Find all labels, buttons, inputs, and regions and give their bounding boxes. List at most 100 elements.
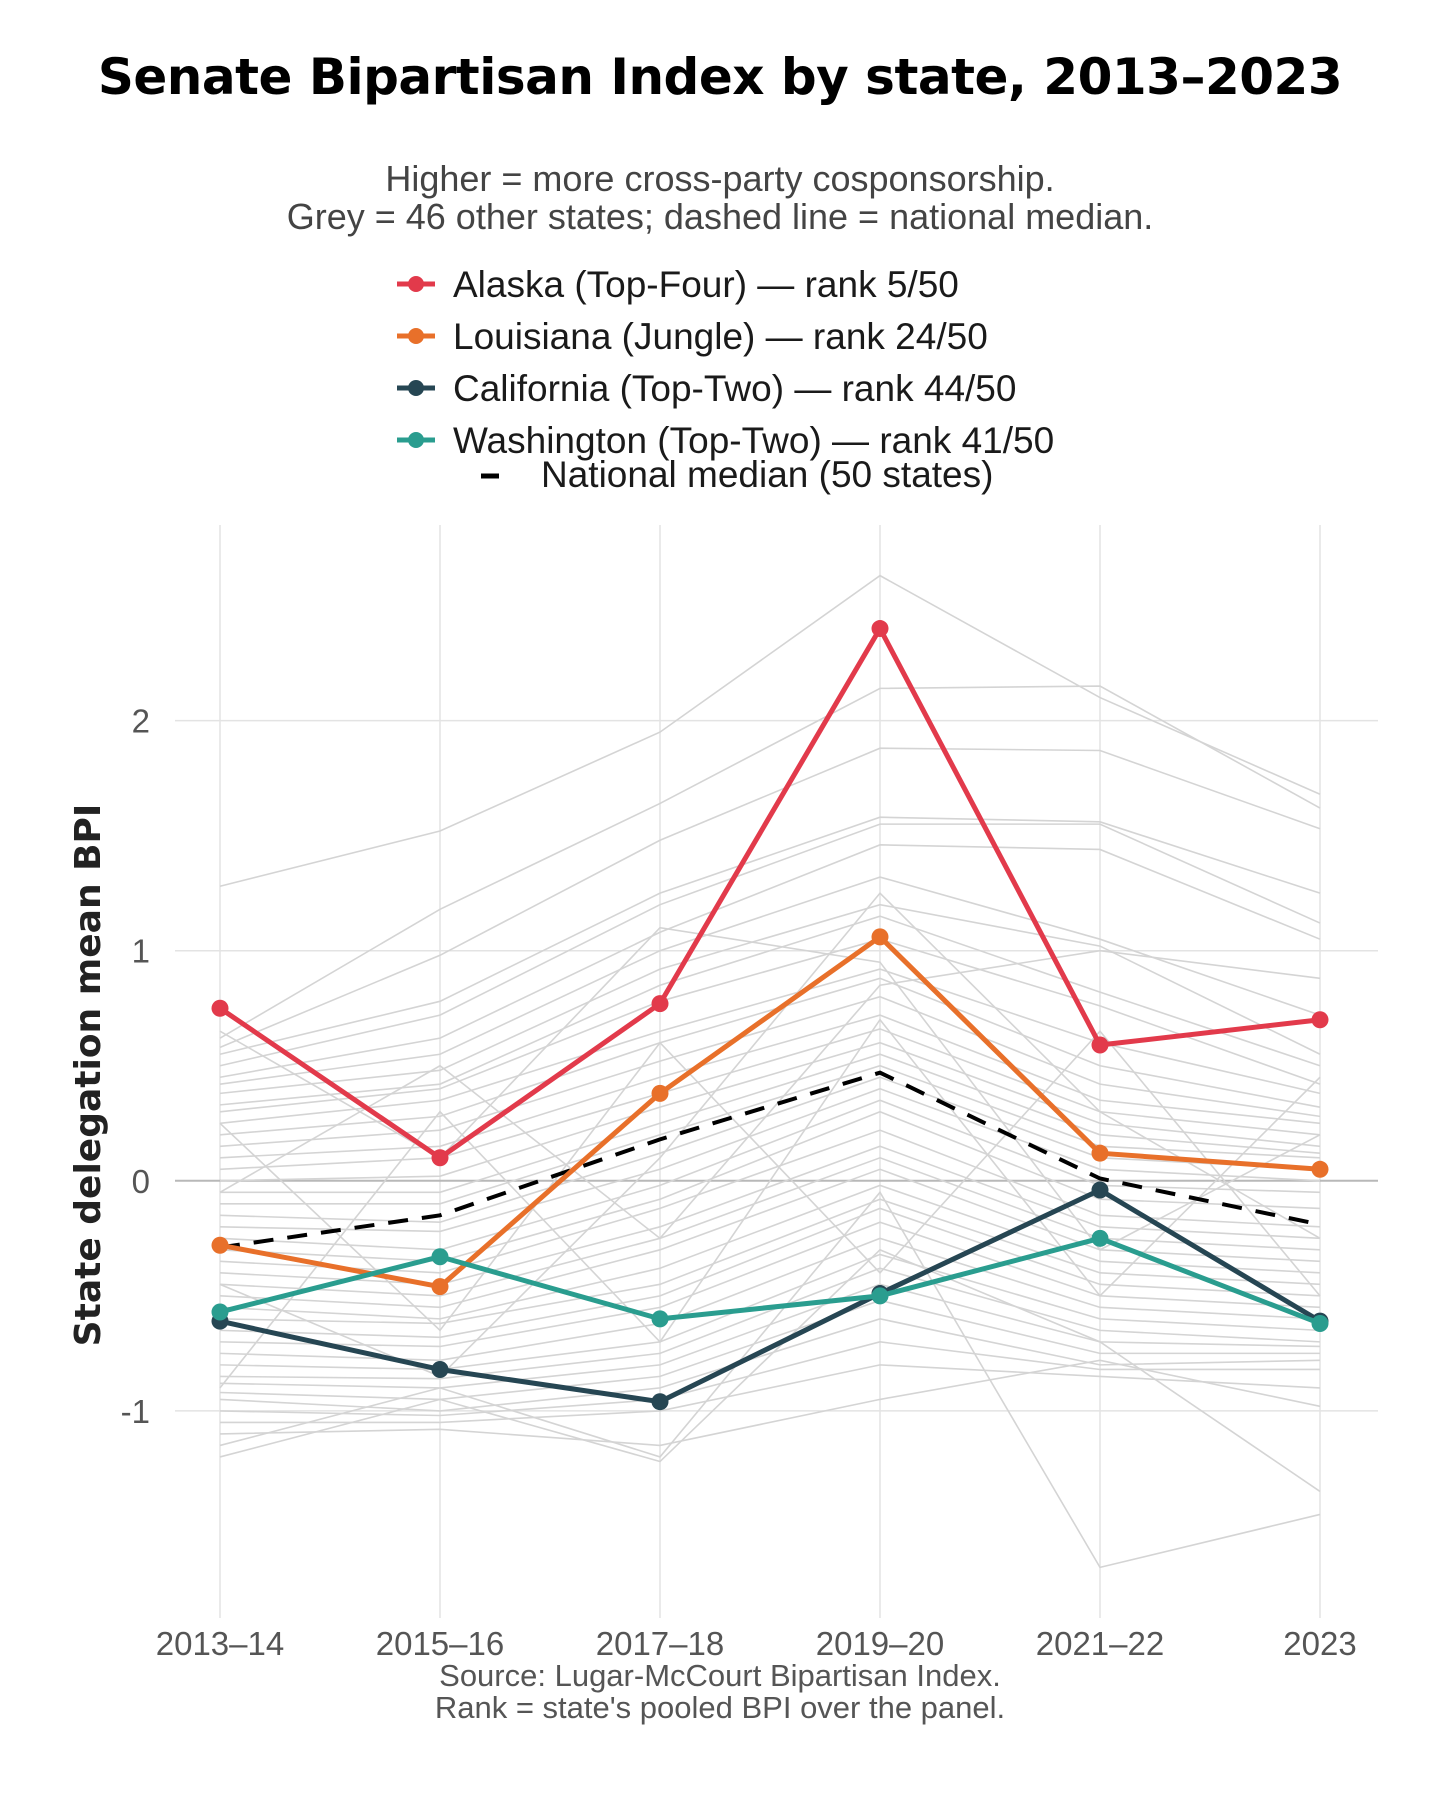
series-1-point-2 [651,1084,669,1102]
background-line-24 [219,1156,1321,1297]
series-1-point-3 [871,928,889,946]
x-tick-label-5: 2023 [1283,1625,1356,1662]
legend-swatch-louisiana [397,328,435,344]
background-line-31 [219,1253,1321,1371]
series-3-point-4 [1091,1229,1109,1247]
series-line-0 [218,626,1321,1161]
series-0-point-1 [431,1149,449,1167]
legend-swatch-alaska [397,276,435,292]
background-line-21 [219,1110,1321,1263]
background-state-lines [219,574,1321,1569]
background-line-3 [219,816,1321,1056]
legend-label-washington: Washington (Top-Two) — rank 41/50 [453,420,1055,461]
y-axis-ticks: -1 0 1 2 [121,703,150,1430]
series-3-point-0 [211,1303,229,1321]
background-line-13 [219,1014,1321,1159]
source-note-line-1: Source: Lugar-McCourt Bipartisan Index. [439,1658,1001,1693]
highlighted-series [211,620,1329,1411]
series-line-3 [219,1235,1321,1326]
background-line-22 [219,1129,1321,1274]
background-line-23 [219,1145,1321,1286]
background-line-40 [219,1248,1321,1493]
chart-subtitle-line-1: Higher = more cross-party cosponsorship. [385,158,1055,199]
background-line-37 [220,1364,1321,1424]
series-2-point-4 [1091,1181,1109,1199]
background-line-9 [219,938,1321,1113]
series-2-point-2 [651,1393,669,1411]
background-line-41 [219,949,1321,1240]
series-0-point-5 [1311,1011,1329,1029]
background-line-2 [219,747,1321,1049]
x-tick-label-3: 2019–20 [816,1625,944,1662]
chart-subtitle-line-2: Grey = 46 other states; dashed line = na… [286,196,1154,237]
series-3 [211,1229,1329,1332]
y-axis-label: State delegation mean BPI [68,804,109,1347]
median-series [219,1070,1321,1250]
source-note-line-2: Rank = state's pooled BPI over the panel… [434,1690,1006,1725]
background-line-14 [219,1028,1321,1171]
legend-label-california: California (Top-Two) — rank 44/50 [453,368,1017,409]
background-line-4 [219,823,1321,1067]
background-line-26 [219,1184,1321,1320]
background-line-5 [219,844,1321,1079]
series-3-point-5 [1311,1314,1329,1332]
x-axis-ticks: 2013–14 2015–16 2017–18 2019–20 2021–22 2023 [156,1625,1357,1662]
background-line-32 [219,1267,1321,1380]
background-line-11 [219,977,1321,1136]
series-0 [211,620,1329,1167]
background-line-28 [219,1207,1321,1339]
legend-label-median: National median (50 states) [541,454,994,495]
median-line [219,1070,1321,1250]
y-tick-label--1: -1 [121,1393,150,1430]
background-line-17 [220,1064,1321,1205]
series-1-point-1 [431,1278,449,1296]
legend-swatch-median [481,473,499,479]
background-line-38 [219,1359,1321,1447]
series-0-point-4 [1091,1036,1109,1054]
chart-title: Senate Bipartisan Index by state, 2013–2… [97,48,1343,106]
background-line-19 [219,1087,1321,1233]
y-tick-label-1: 1 [132,933,150,970]
legend-swatch-washington [397,432,435,448]
x-tick-label-2: 2017–18 [596,1625,724,1662]
legend-label-alaska: Alaska (Top-Four) — rank 5/50 [453,264,959,305]
background-line-29 [219,1221,1321,1348]
series-line-2 [219,1187,1322,1405]
background-line-7 [219,903,1321,1095]
background-line-0 [219,574,1321,888]
series-3-point-1 [431,1248,449,1266]
background-line-36 [219,1341,1320,1417]
series-1 [211,928,1329,1296]
background-line-44 [219,926,1321,1251]
y-tick-label-2: 2 [132,703,150,740]
legend-swatch-california [397,380,435,396]
background-line-6 [219,876,1321,1085]
background-line-42 [219,1030,1321,1332]
background-line-10 [219,968,1321,1125]
background-line-1 [219,685,1321,1039]
series-1-point-4 [1091,1144,1109,1162]
series-3-point-2 [651,1310,669,1328]
background-line-39 [219,1190,1321,1569]
series-1-point-5 [1311,1160,1329,1178]
series-0-point-3 [871,620,889,638]
series-2 [211,1181,1329,1411]
x-tick-label-0: 2013–14 [156,1625,284,1662]
series-line-1 [219,934,1321,1290]
series-1-point-0 [211,1236,229,1254]
series-0-point-2 [651,995,669,1013]
series-3-point-3 [871,1287,889,1305]
background-line-16 [220,1053,1321,1194]
series-2-point-1 [431,1360,449,1378]
x-tick-label-4: 2021–22 [1036,1625,1164,1662]
background-line-12 [219,995,1321,1148]
background-line-15 [219,1041,1321,1182]
x-tick-label-1: 2015–16 [376,1625,504,1662]
chart-grid [175,525,1378,1618]
series-0-point-0 [211,999,229,1017]
legend-label-louisiana: Louisiana (Jungle) — rank 24/50 [453,316,988,357]
background-line-43 [219,1018,1321,1389]
y-tick-label-0: 0 [132,1163,150,1200]
background-line-27 [219,1198,1321,1325]
